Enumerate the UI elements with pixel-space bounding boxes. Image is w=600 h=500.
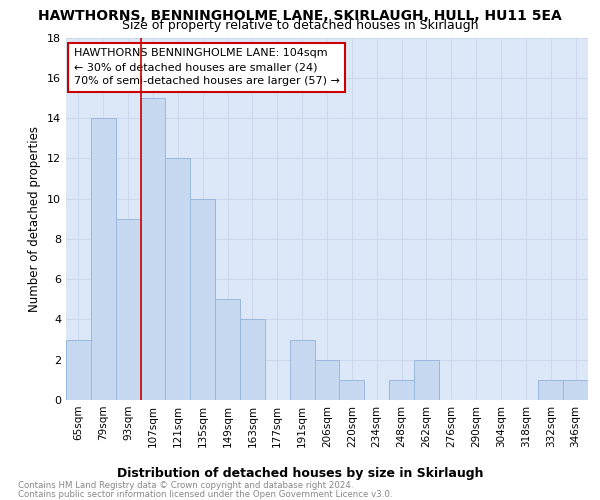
Bar (66, 340, 91, 400)
Bar (240, 320, 265, 400)
Text: HAWTHORNS BENNINGHOLME LANE: 104sqm
← 30% of detached houses are smaller (24)
70: HAWTHORNS BENNINGHOLME LANE: 104sqm ← 30… (74, 48, 340, 86)
Text: Size of property relative to detached houses in Skirlaugh: Size of property relative to detached ho… (122, 19, 478, 32)
Text: Contains HM Land Registry data © Crown copyright and database right 2024.: Contains HM Land Registry data © Crown c… (18, 481, 353, 490)
Text: Contains public sector information licensed under the Open Government Licence v3: Contains public sector information licen… (18, 490, 392, 499)
Bar (140, 98, 166, 400)
Bar (190, 198, 215, 400)
Bar (340, 380, 364, 400)
Y-axis label: Number of detached properties: Number of detached properties (28, 126, 41, 312)
Text: HAWTHORNS, BENNINGHOLME LANE, SKIRLAUGH, HULL, HU11 5EA: HAWTHORNS, BENNINGHOLME LANE, SKIRLAUGH,… (38, 9, 562, 23)
Bar (116, 219, 140, 400)
Bar (290, 340, 314, 400)
Bar (215, 300, 240, 400)
Bar (166, 158, 190, 400)
Text: Distribution of detached houses by size in Skirlaugh: Distribution of detached houses by size … (117, 468, 483, 480)
Bar (389, 380, 414, 400)
Bar (538, 380, 563, 400)
Bar (91, 118, 116, 400)
Bar (314, 360, 340, 400)
Bar (563, 380, 588, 400)
Bar (414, 360, 439, 400)
